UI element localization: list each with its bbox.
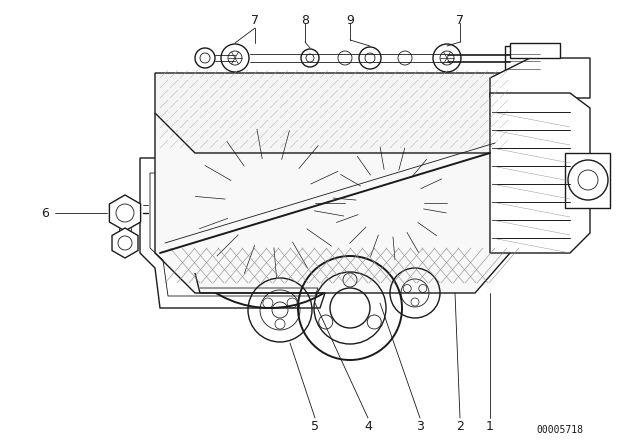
Polygon shape	[490, 93, 590, 253]
Text: 00005718: 00005718	[536, 425, 584, 435]
Text: 5: 5	[311, 419, 319, 432]
Circle shape	[221, 44, 249, 72]
Text: 9: 9	[346, 13, 354, 26]
Text: 7: 7	[456, 13, 464, 26]
Text: 3: 3	[416, 419, 424, 432]
Polygon shape	[155, 113, 510, 293]
Text: 7: 7	[251, 13, 259, 26]
Text: 4: 4	[364, 419, 372, 432]
Text: 8: 8	[301, 13, 309, 26]
Polygon shape	[505, 46, 540, 76]
Text: 6: 6	[41, 207, 49, 220]
Circle shape	[255, 188, 285, 218]
Circle shape	[378, 191, 402, 215]
Polygon shape	[565, 153, 610, 208]
Polygon shape	[490, 58, 590, 98]
Polygon shape	[155, 73, 510, 153]
Text: 2: 2	[456, 419, 464, 432]
Text: 1: 1	[486, 419, 494, 432]
Polygon shape	[510, 43, 560, 58]
Polygon shape	[112, 228, 138, 258]
Polygon shape	[109, 195, 141, 231]
Circle shape	[433, 44, 461, 72]
